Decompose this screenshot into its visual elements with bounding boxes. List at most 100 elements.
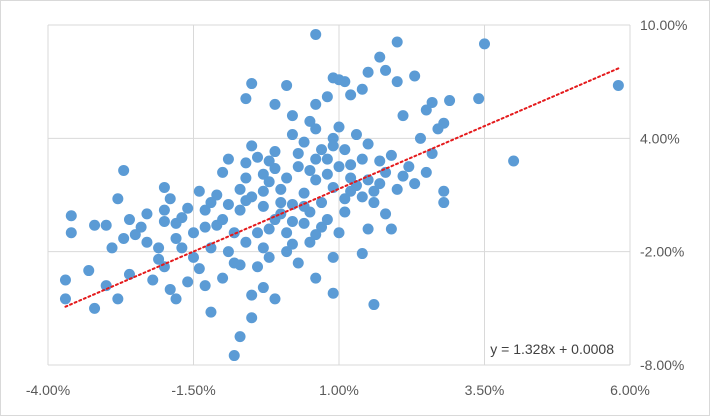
scatter-point — [263, 176, 275, 188]
scatter-point — [217, 214, 229, 226]
scatter-point — [193, 185, 205, 197]
scatter-point — [188, 251, 199, 263]
scatter-point — [65, 210, 77, 222]
scatter-point — [158, 261, 170, 273]
scatter-point — [263, 223, 275, 235]
scatter-point — [356, 248, 368, 260]
scatter-point — [473, 93, 485, 105]
x-tick-label: -1.50% — [171, 382, 215, 398]
scatter-point — [432, 123, 444, 135]
scatter-point — [397, 170, 409, 182]
gridlines — [47, 24, 631, 366]
scatter-point — [188, 227, 199, 239]
scatter-point — [479, 38, 490, 50]
scatter-point — [182, 276, 194, 288]
scatter-point — [304, 115, 316, 127]
scatter-point — [298, 217, 310, 229]
scatter-point — [438, 185, 450, 197]
scatter-point — [374, 51, 386, 63]
scatter-point — [391, 183, 403, 195]
scatter-point — [362, 66, 374, 78]
scatter-point — [240, 172, 252, 184]
scatter-point — [240, 157, 252, 169]
scatter-point — [362, 223, 374, 235]
scatter-point — [106, 242, 118, 254]
scatter-point — [205, 306, 217, 318]
scatter-point — [153, 242, 165, 254]
scatter-point — [234, 204, 246, 216]
scatter-point — [310, 123, 322, 135]
scatter-point — [414, 132, 426, 144]
scatter-point — [170, 232, 182, 244]
scatter-point — [316, 197, 328, 209]
scatter-point — [356, 191, 368, 203]
scatter-point — [380, 64, 392, 76]
scatter-point — [321, 168, 333, 180]
scatter-point — [257, 282, 269, 294]
scatter-point — [269, 293, 281, 305]
scatter-point — [222, 246, 234, 258]
scatter-point — [420, 166, 432, 178]
scatter-point — [286, 129, 298, 141]
scatter-point — [65, 227, 77, 239]
scatter-point — [217, 166, 229, 178]
scatter-point — [292, 147, 304, 159]
scatter-point — [141, 208, 153, 220]
scatter-point — [298, 136, 310, 148]
scatter-point — [281, 172, 293, 184]
scatter-point — [158, 215, 170, 227]
scatter-point — [426, 96, 438, 108]
scatter-point — [403, 161, 415, 173]
scatter-point — [199, 221, 211, 233]
scatter-point — [147, 274, 159, 286]
scatter-point — [153, 253, 165, 265]
scatter-point — [240, 93, 252, 105]
scatter-point — [339, 144, 351, 156]
scatter-point — [228, 257, 240, 269]
scatter-point — [310, 98, 322, 110]
scatter-point — [368, 197, 380, 209]
scatter-point — [292, 161, 304, 173]
scatter-point — [141, 236, 153, 248]
scatter-point — [339, 193, 351, 205]
y-axis-tick-labels: -8.00% -2.00% 4.00% 10.00% — [640, 17, 687, 373]
scatter-point — [310, 229, 322, 241]
scatter-point — [281, 227, 293, 239]
scatter-point — [246, 78, 258, 90]
scatter-point — [205, 242, 217, 254]
scatter-point — [321, 214, 333, 226]
scatter-point — [275, 197, 287, 209]
scatter-point — [310, 153, 322, 165]
scatter-point — [327, 140, 339, 152]
scatter-point — [612, 79, 624, 91]
scatter-point — [123, 268, 135, 280]
scatter-point — [182, 202, 194, 214]
scatter-point — [222, 198, 234, 210]
scatter-point — [420, 104, 432, 116]
scatter-point — [368, 299, 380, 311]
scatter-point — [356, 83, 368, 95]
scatter-point — [89, 302, 101, 314]
scatter-point — [252, 261, 264, 273]
scatter-point — [269, 98, 281, 110]
trendline-equation: y = 1.328x + 0.0008 — [490, 341, 614, 357]
scatter-point — [123, 214, 135, 226]
scatter-point — [339, 206, 351, 218]
scatter-point — [380, 208, 392, 220]
scatter-point — [438, 197, 450, 209]
scatter-point — [327, 132, 339, 144]
scatter-point — [391, 36, 403, 48]
scatter-point — [118, 232, 130, 244]
scatter-point — [333, 74, 345, 86]
scatter-point — [333, 161, 345, 173]
scatter-point — [246, 312, 258, 324]
scatter-point — [333, 121, 345, 133]
scatter-point — [158, 181, 170, 193]
y-tick-label: -8.00% — [640, 357, 684, 373]
scatter-point — [170, 293, 182, 305]
scatter-point — [316, 144, 328, 156]
scatter-point — [286, 238, 298, 250]
scatter-point — [304, 164, 316, 176]
scatter-point — [199, 280, 211, 292]
